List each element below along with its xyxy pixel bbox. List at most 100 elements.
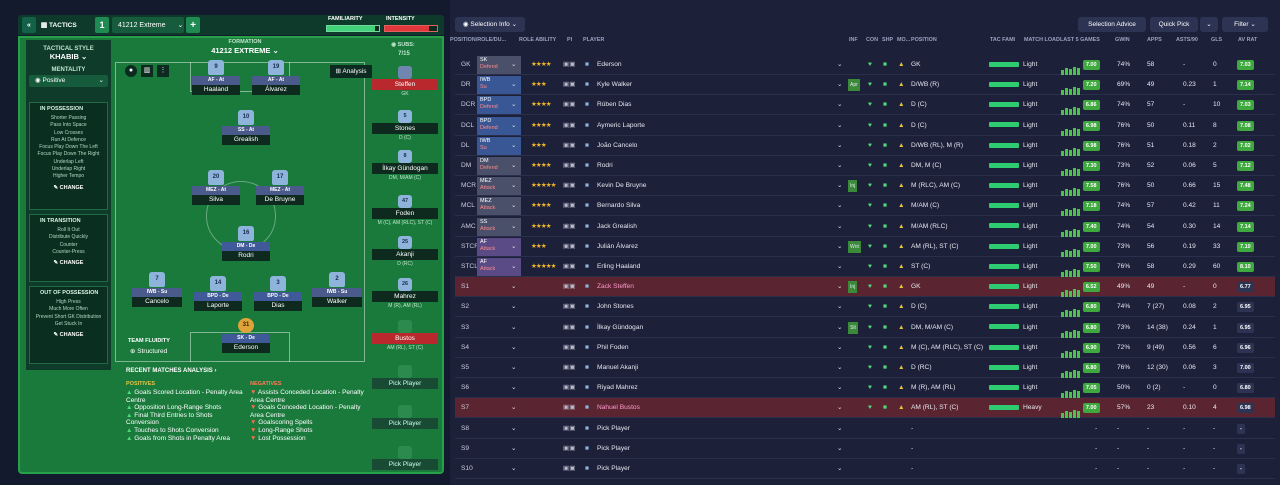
sub-slot[interactable]: 26 Mahrez M (R), AM (RL) — [372, 278, 438, 309]
collapse-icon[interactable]: « — [22, 17, 36, 33]
pitch-player[interactable]: 20 MEZ - At Silva — [192, 170, 240, 205]
role-chevron-icon[interactable]: ⌄ — [511, 81, 517, 89]
column-header[interactable]: POSITION — [911, 37, 937, 43]
table-row[interactable]: S2 ⌄ ▣▣ ■ John Stones ⌄ ♥ ■ ▲ D (C) Light 6.80 74% 7… — [455, 297, 1275, 318]
pi-icon[interactable]: ▣▣ — [563, 303, 576, 311]
chevron-down-icon[interactable]: ⌄ — [837, 242, 843, 250]
quick-pick-dropdown[interactable]: ⌄ — [1200, 17, 1218, 32]
chevron-down-icon[interactable]: ⌄ — [837, 81, 843, 89]
pitch-player[interactable]: 16 DM - De Rodri — [222, 226, 270, 261]
table-row[interactable]: GK SK Defend ⌄ ★★★★ ▣▣ ■ Ederson ⌄ ♥ ■ ▲ GK Light 7.0… — [455, 55, 1275, 75]
role-chevron-icon[interactable]: ⌄ — [511, 222, 517, 230]
sub-slot[interactable]: 8 İlkay Gündogan DM, M/AM (C) — [372, 150, 438, 181]
column-header[interactable]: PLAYER — [583, 37, 605, 43]
tactical-style-dropdown[interactable]: KHABIB ⌄ — [49, 52, 88, 61]
role-chevron-icon[interactable]: ⌄ — [511, 444, 517, 452]
column-header[interactable]: POSITION/ROLE/DU... — [450, 37, 507, 43]
sub-slot[interactable]: Bustos AM (RL), ST (C) — [372, 320, 438, 351]
pi-icon[interactable]: ▣▣ — [563, 404, 576, 412]
pitch-player[interactable]: 19 AF - At Álvarez — [252, 60, 300, 95]
stats-view-icon[interactable]: ▥ — [141, 65, 153, 77]
intensity-bar[interactable] — [384, 25, 438, 32]
pi-icon[interactable]: ▣▣ — [563, 323, 576, 331]
player-name[interactable]: Pick Player — [597, 444, 630, 452]
player-view-icon[interactable]: ● — [125, 65, 137, 77]
pi-icon[interactable]: ▣▣ — [563, 283, 576, 291]
sub-slot[interactable]: Pick Player — [372, 365, 438, 389]
table-row[interactable]: DM DM Defend ⌄ ★★★★ ▣▣ ■ Rodri ⌄ ♥ ■ ▲ DM, M (C) Ligh… — [455, 156, 1275, 176]
chevron-down-icon[interactable]: ⌄ — [837, 182, 843, 190]
pitch-player[interactable]: 7 IWB - Su Cancelo — [132, 272, 182, 307]
table-row[interactable]: S1 ⌄ ▣▣ ■ Zack Steffen ⌄ Inj ♥ ■ ▲ GK Light 6.52 49%… — [455, 277, 1275, 298]
pitch-player[interactable]: 2 IWB - Su Walker — [312, 272, 362, 307]
familiarity-bar[interactable] — [326, 25, 380, 32]
column-header[interactable]: MATCH LOAD — [1024, 37, 1060, 43]
role-dropdown[interactable]: IWB Su — [477, 76, 521, 95]
add-tactic-button[interactable]: + — [186, 17, 200, 33]
role-chevron-icon[interactable]: ⌄ — [511, 101, 517, 109]
chevron-down-icon[interactable]: ⌄ — [837, 162, 843, 169]
pitch-player[interactable]: 17 MEZ - At De Bruyne — [256, 170, 304, 205]
table-row[interactable]: DCL BPD Defend ⌄ ★★★★ ▣▣ ■ Aymeric Laporte ⌄ ♥ ■ ▲ D… — [455, 116, 1275, 136]
role-dropdown[interactable]: BPD Defend — [477, 116, 521, 135]
chevron-down-icon[interactable]: ⌄ — [837, 303, 843, 311]
sub-slot[interactable]: Pick Player — [372, 446, 438, 470]
pi-icon[interactable]: ▣▣ — [563, 202, 576, 210]
quick-pick-button[interactable]: Quick Pick — [1150, 17, 1198, 32]
table-row[interactable]: STCL AF Attack ⌄ ★★★★★ ▣▣ ■ Erling Haaland ⌄ ♥ ■ ▲ S… — [455, 257, 1275, 277]
pi-icon[interactable]: ▣▣ — [563, 182, 576, 190]
player-role[interactable]: BPD - De — [254, 292, 302, 301]
table-row[interactable]: STCR AF Attack ⌄ ★★★ ▣▣ ■ Julián Álvarez ⌄ Wnt ♥ ■ ▲… — [455, 237, 1275, 257]
pi-icon[interactable]: ▣▣ — [563, 242, 576, 250]
table-row[interactable]: MCL MEZ Attack ⌄ ★★★★ ▣▣ ■ Bernardo Silva ⌄ ♥ ■ ▲ M/… — [455, 196, 1275, 217]
player-role[interactable]: AF - At — [252, 76, 300, 85]
pitch-player[interactable]: 14 BPD - De Laporte — [194, 276, 242, 311]
player-name[interactable]: João Cancelo — [597, 141, 638, 149]
player-role[interactable]: AF - At — [192, 76, 240, 85]
role-chevron-icon[interactable]: ⌄ — [511, 343, 517, 351]
chevron-down-icon[interactable]: ⌄ — [837, 101, 843, 109]
pitch-player[interactable]: 10 SS - At Grealish — [222, 110, 270, 145]
role-chevron-icon[interactable]: ⌄ — [511, 61, 517, 68]
role-dropdown[interactable]: AF Attack — [477, 258, 521, 276]
role-dropdown[interactable]: AF Attack — [477, 237, 521, 256]
player-name[interactable]: Rodri — [597, 162, 613, 169]
role-chevron-icon[interactable]: ⌄ — [511, 182, 517, 190]
player-name[interactable]: Julián Álvarez — [597, 242, 639, 250]
chevron-down-icon[interactable]: ⌄ — [837, 202, 843, 210]
pitch-player[interactable]: 3 BPD - De Dias — [254, 276, 302, 311]
chevron-down-icon[interactable]: ⌄ — [837, 121, 843, 129]
role-dropdown[interactable]: BPD Defend — [477, 96, 521, 115]
chevron-down-icon[interactable]: ⌄ — [837, 283, 843, 291]
column-header[interactable]: ROLE ABILITY — [519, 37, 557, 43]
formation-dropdown[interactable]: 41212 Extreme ⌄ — [112, 17, 184, 33]
player-role[interactable]: IWB - Su — [312, 288, 362, 297]
column-header[interactable]: GLS — [1211, 37, 1223, 43]
player-name[interactable]: Nahuel Bustos — [597, 404, 640, 412]
role-chevron-icon[interactable]: ⌄ — [511, 303, 517, 311]
sub-slot[interactable]: Pick Player — [372, 405, 438, 429]
roles-view-icon[interactable]: ⋮ — [157, 65, 169, 77]
player-role[interactable]: MEZ - At — [256, 186, 304, 195]
column-header[interactable]: LAST 5 GAMES — [1060, 37, 1100, 43]
chevron-down-icon[interactable]: ⌄ — [837, 384, 843, 392]
table-row[interactable]: S5 ⌄ ▣▣ ■ Manuel Akanji ⌄ ♥ ■ ▲ D (RC) Light 6.80 7… — [455, 358, 1275, 378]
role-chevron-icon[interactable]: ⌄ — [511, 283, 517, 291]
formation-selector[interactable]: 41212 EXTREME ⌄ — [211, 46, 279, 55]
pi-icon[interactable]: ▣▣ — [563, 101, 576, 109]
player-name[interactable]: Pick Player — [597, 465, 630, 472]
role-chevron-icon[interactable]: ⌄ — [511, 465, 517, 472]
player-name[interactable]: Bernardo Silva — [597, 202, 641, 210]
table-row[interactable]: AMC SS Attack ⌄ ★★★★ ▣▣ ■ Jack Grealish ⌄ ♥ ■ ▲ M/AM… — [455, 217, 1275, 237]
chevron-down-icon[interactable]: ⌄ — [837, 263, 843, 270]
player-name[interactable]: Pick Player — [597, 424, 630, 432]
pi-icon[interactable]: ▣▣ — [563, 121, 576, 129]
table-row[interactable]: DR IWB Su ⌄ ★★★ ▣▣ ■ Kyle Walker ⌄ Apr ♥ ■ ▲ D/WB (R)… — [455, 75, 1275, 96]
role-chevron-icon[interactable]: ⌄ — [511, 242, 517, 250]
player-name[interactable]: Erling Haaland — [597, 263, 641, 270]
role-dropdown[interactable]: MEZ Attack — [477, 177, 521, 196]
chevron-down-icon[interactable]: ⌄ — [837, 141, 843, 149]
pi-icon[interactable]: ▣▣ — [563, 222, 576, 230]
table-row[interactable]: DL IWB Su ⌄ ★★★ ▣▣ ■ João Cancelo ⌄ ♥ ■ ▲ D/WB (RL),… — [455, 136, 1275, 156]
pi-icon[interactable]: ▣▣ — [563, 424, 576, 432]
